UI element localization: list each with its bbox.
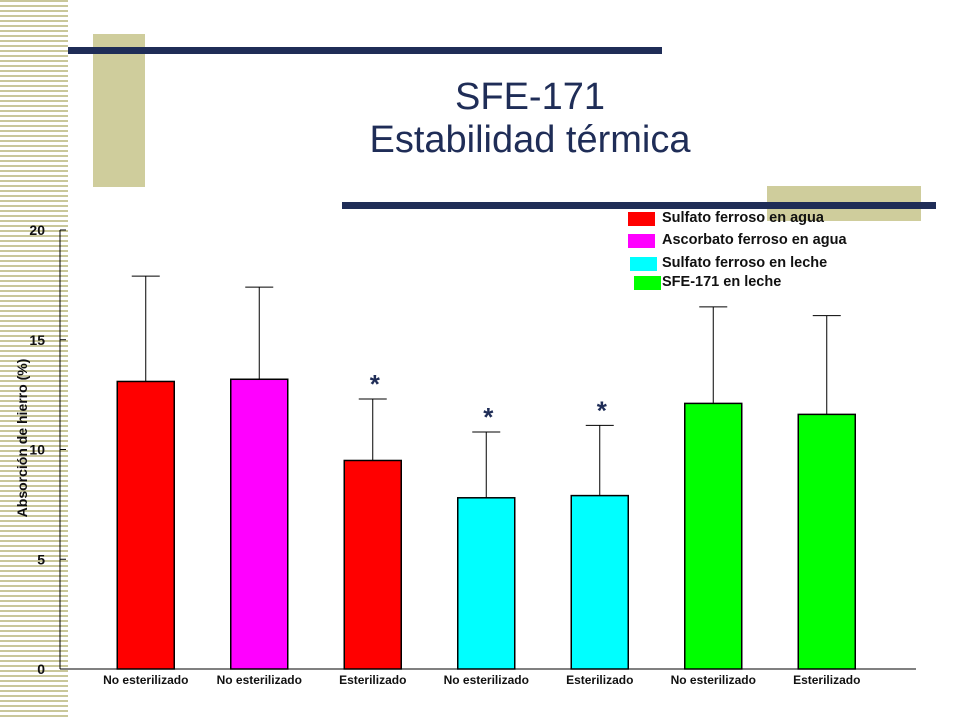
bar bbox=[684, 402, 743, 670]
y-tick-label: 5 bbox=[37, 551, 45, 567]
y-tick-label: 15 bbox=[29, 332, 45, 348]
significance-asterisk: * bbox=[597, 395, 608, 425]
slide-title: SFE-171 Estabilidad térmica bbox=[330, 76, 730, 162]
y-axis-label: Absorción de hierro (%) bbox=[14, 358, 30, 518]
legend-label: SFE-171 en leche bbox=[662, 274, 782, 290]
bar bbox=[797, 413, 856, 670]
x-category-label: No esterilizado bbox=[217, 673, 302, 687]
significance-asterisk: * bbox=[370, 369, 381, 399]
y-tick-label: 0 bbox=[37, 661, 45, 677]
legend-swatch bbox=[634, 276, 661, 290]
slide-title-line2: Estabilidad térmica bbox=[369, 119, 691, 161]
bar bbox=[343, 459, 402, 670]
legend-swatch bbox=[628, 212, 655, 226]
title-rule-top bbox=[68, 47, 662, 54]
x-category-label: No esterilizado bbox=[671, 673, 756, 687]
bar bbox=[457, 497, 516, 670]
x-category-label: No esterilizado bbox=[444, 673, 529, 687]
legend-swatch bbox=[630, 257, 657, 271]
legend-swatch bbox=[628, 234, 655, 248]
legend-label: Sulfato ferroso en leche bbox=[662, 255, 828, 271]
y-tick-label: 10 bbox=[29, 442, 45, 458]
x-category-label: Esterilizado bbox=[339, 673, 406, 687]
x-category-label: No esterilizado bbox=[103, 673, 188, 687]
left-stripe-decoration bbox=[0, 0, 68, 720]
legend-label: Sulfato ferroso en agua bbox=[662, 210, 824, 226]
legend-label: Ascorbato ferroso en agua bbox=[662, 232, 847, 248]
significance-asterisk: * bbox=[483, 402, 494, 432]
decorative-block-top-left bbox=[93, 34, 145, 187]
title-rule-bottom bbox=[342, 202, 936, 209]
y-tick-label: 20 bbox=[29, 222, 45, 238]
x-category-label: Esterilizado bbox=[793, 673, 860, 687]
bar bbox=[116, 380, 175, 670]
bar bbox=[230, 378, 289, 670]
slide-title-line1: SFE-171 bbox=[455, 76, 605, 118]
bar bbox=[570, 494, 629, 670]
x-category-label: Esterilizado bbox=[566, 673, 633, 687]
